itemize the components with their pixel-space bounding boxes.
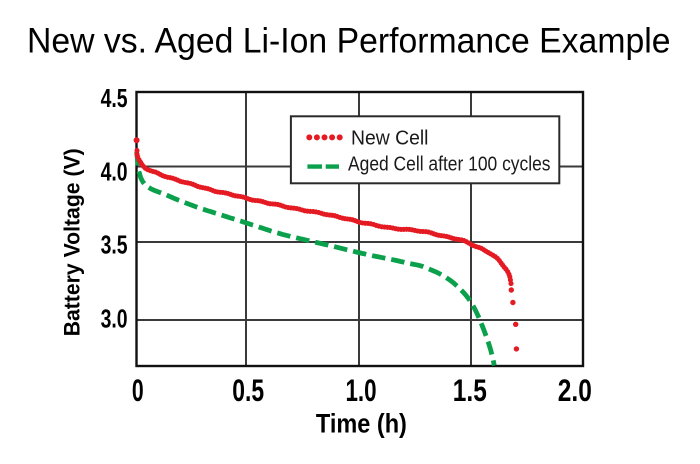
svg-text:0.5: 0.5 bbox=[232, 372, 264, 408]
svg-text:3.0: 3.0 bbox=[101, 305, 128, 333]
svg-text:1.5: 1.5 bbox=[453, 372, 487, 408]
svg-text:Time (h): Time (h) bbox=[316, 409, 407, 439]
svg-text:New Cell: New Cell bbox=[351, 126, 429, 149]
svg-text:2.0: 2.0 bbox=[558, 372, 592, 408]
svg-text:Aged Cell after 100 cycles: Aged Cell after 100 cycles bbox=[348, 152, 551, 175]
svg-text:4.5: 4.5 bbox=[101, 85, 128, 113]
svg-text:New vs. Aged Li-Ion Performanc: New vs. Aged Li-Ion Performance Example bbox=[27, 20, 671, 60]
svg-text:1.0: 1.0 bbox=[345, 372, 376, 408]
svg-text:3.5: 3.5 bbox=[101, 231, 128, 259]
svg-text:4.0: 4.0 bbox=[101, 158, 128, 186]
svg-text:Battery Voltage (V): Battery Voltage (V) bbox=[60, 148, 85, 336]
svg-text:0: 0 bbox=[132, 372, 144, 408]
